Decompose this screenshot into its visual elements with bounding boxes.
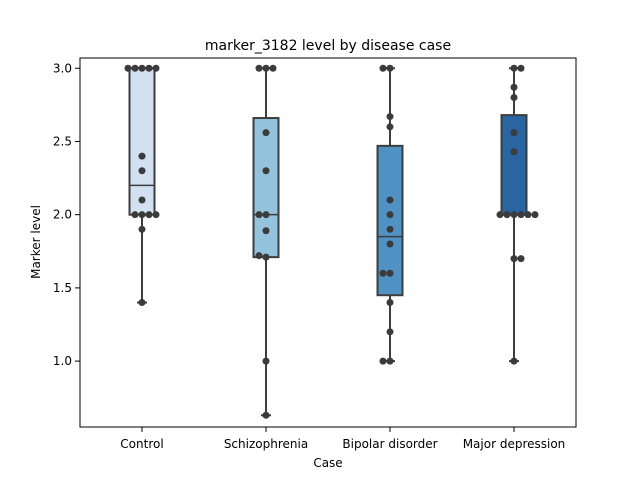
x-tick-label: Schizophrenia [224,437,308,451]
data-point [152,211,160,219]
data-point [510,357,518,365]
data-point [510,94,518,102]
data-point [255,64,263,72]
data-point [386,299,394,307]
data-point [379,64,387,72]
data-point [386,240,394,248]
data-point [517,255,525,263]
data-point [262,167,270,175]
y-tick-label: 2.0 [53,208,72,222]
data-point [138,196,146,204]
data-point [510,255,518,263]
y-tick-label: 3.0 [53,61,72,75]
y-tick-label: 1.5 [53,281,72,295]
data-point [138,225,146,233]
data-point [531,211,539,219]
data-point [138,211,146,219]
data-point [386,196,394,204]
box-iqr [252,117,280,259]
data-point [255,252,263,260]
data-point [138,167,146,175]
data-point [145,211,153,219]
data-point [517,211,525,219]
box-group-schizophrenia [252,64,280,419]
x-axis-label: Case [313,456,342,470]
data-point [386,64,394,72]
data-point [510,148,518,156]
data-point [262,211,270,219]
data-point [262,357,270,365]
data-point [145,64,153,72]
axes-frame [79,57,577,428]
data-point [138,152,146,160]
data-point [386,211,394,219]
data-point [386,328,394,336]
data-point [386,357,394,365]
data-point [503,211,511,219]
data-point [386,225,394,233]
data-point [138,64,146,72]
data-point [131,211,139,219]
data-point [510,129,518,137]
data-point [517,64,525,72]
y-axis: 1.0 1.5 2.0 2.5 3.0 [53,61,80,368]
data-point [255,211,263,219]
y-tick-label: 1.0 [53,354,72,368]
data-point [262,227,270,235]
x-axis: Control Schizophrenia Bipolar disorder Majo… [120,427,565,451]
data-point [379,269,387,277]
data-point [386,269,394,277]
x-tick-label: Control [120,437,163,451]
data-point [262,253,270,261]
data-point [262,64,270,72]
data-point [510,211,518,219]
data-point [386,113,394,121]
box-iqr [128,67,156,216]
data-point [138,299,146,307]
data-point [269,64,277,72]
data-point [124,64,132,72]
data-point [510,64,518,72]
data-point [262,129,270,137]
data-point [152,64,160,72]
data-point [524,211,532,219]
x-tick-label: Major depression [463,437,566,451]
box-group-bipolar-disorder [376,64,404,365]
data-point [379,357,387,365]
y-tick-label: 2.5 [53,134,72,148]
box-group-major-depression [496,64,539,365]
data-point [496,211,504,219]
chart-title: marker_3182 level by disease case [205,38,451,54]
plot-marks [124,64,539,419]
data-point [131,64,139,72]
box-group-control [124,64,160,307]
x-tick-label: Bipolar disorder [342,437,437,451]
data-point [262,411,270,419]
y-axis-label: Marker level [29,205,43,279]
data-point [510,83,518,91]
data-point [386,123,394,131]
